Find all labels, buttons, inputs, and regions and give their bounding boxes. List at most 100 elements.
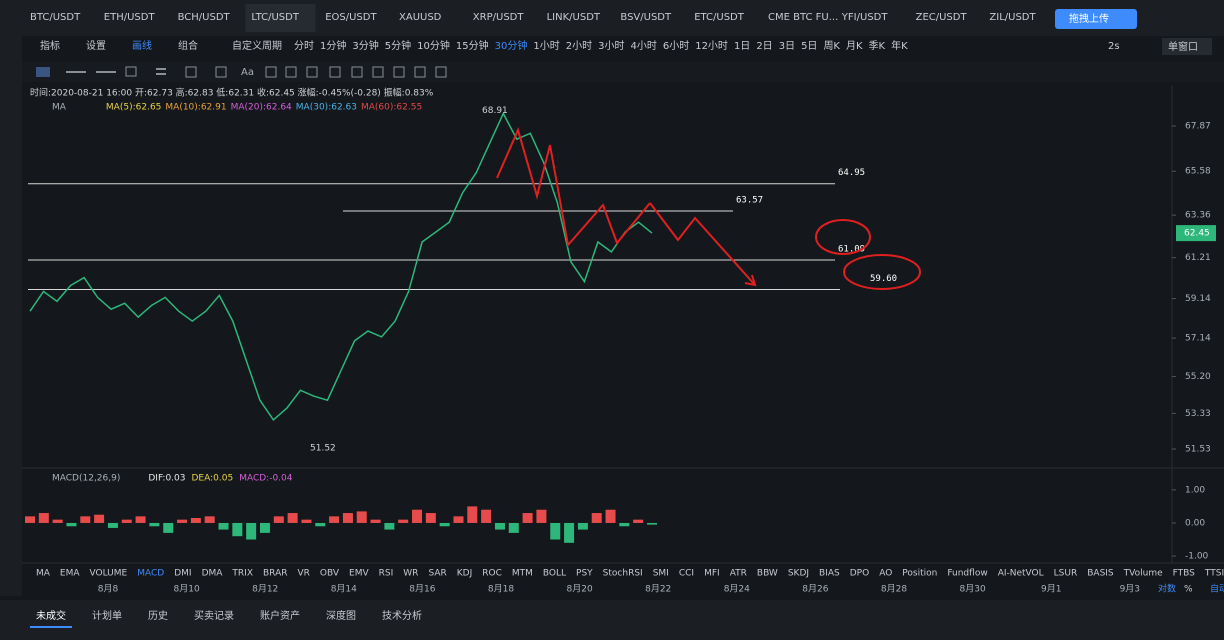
- ticker-tab[interactable]: ETC/USDT: [694, 12, 745, 23]
- macd-bar: [25, 516, 35, 523]
- indicator-button[interactable]: SMI: [653, 569, 669, 579]
- indicator-button[interactable]: BRAR: [263, 569, 287, 579]
- toolbar-button[interactable]: 组合: [178, 39, 198, 52]
- scale-option[interactable]: %: [1184, 585, 1193, 595]
- ticker-tab[interactable]: ETH/USDT: [104, 12, 156, 23]
- indicator-button[interactable]: KDJ: [457, 569, 473, 579]
- indicator-button[interactable]: AO: [879, 569, 892, 579]
- level-label: 63.57: [736, 195, 763, 205]
- indicator-button[interactable]: EMA: [60, 569, 80, 579]
- period-button[interactable]: 30分钟: [495, 39, 528, 52]
- macd-bar: [38, 513, 49, 523]
- indicator-button[interactable]: SKDJ: [788, 569, 809, 579]
- indicator-button[interactable]: LSUR: [1054, 569, 1078, 579]
- indicator-button[interactable]: BIAS: [819, 569, 840, 579]
- bottom-tab[interactable]: 深度图: [326, 609, 356, 622]
- indicator-button[interactable]: DPO: [850, 569, 869, 579]
- indicator-button[interactable]: VOLUME: [90, 569, 128, 579]
- period-button[interactable]: 2小时: [566, 40, 592, 52]
- period-button[interactable]: 周K: [823, 40, 840, 52]
- period-button[interactable]: 分时: [294, 40, 314, 52]
- bottom-tab[interactable]: 技术分析: [382, 609, 422, 622]
- text-tool[interactable]: Aa: [241, 67, 254, 78]
- indicator-button[interactable]: TVolume: [1123, 569, 1163, 579]
- ticker-tab[interactable]: BCH/USDT: [178, 12, 231, 23]
- period-button[interactable]: 2日: [756, 41, 772, 52]
- period-button[interactable]: 3日: [779, 41, 795, 52]
- indicator-button[interactable]: RSI: [379, 569, 394, 579]
- period-button[interactable]: 1小时: [533, 40, 559, 52]
- indicator-button[interactable]: EMV: [349, 569, 369, 579]
- period-button[interactable]: 季K: [869, 40, 886, 52]
- indicator-button[interactable]: TRIX: [231, 569, 253, 579]
- period-button[interactable]: 1分钟: [320, 39, 346, 52]
- price-line: [29, 111, 653, 422]
- period-button[interactable]: 4小时: [630, 40, 656, 52]
- bottom-tab[interactable]: 买卖记录: [194, 610, 234, 622]
- ticker-tab[interactable]: ZEC/USDT: [916, 12, 968, 23]
- indicator-button[interactable]: BASIS: [1087, 569, 1114, 579]
- indicator-button[interactable]: StochRSI: [603, 569, 643, 579]
- macd-tick-label: 0.00: [1185, 518, 1205, 528]
- ticker-tab[interactable]: XAUUSD: [399, 12, 442, 23]
- bottom-tab[interactable]: 历史: [148, 610, 168, 622]
- period-button[interactable]: 月K: [846, 40, 863, 52]
- ticker-tab[interactable]: LINK/USDT: [547, 12, 601, 23]
- indicator-button[interactable]: FTBS: [1173, 569, 1196, 579]
- ticker-tab[interactable]: XRP/USDT: [473, 12, 525, 23]
- indicator-button[interactable]: PSY: [576, 569, 593, 579]
- period-button[interactable]: 6小时: [663, 40, 689, 52]
- arrow-head: [744, 274, 757, 287]
- period-button[interactable]: 年K: [891, 39, 908, 52]
- ticker-tab[interactable]: BSV/USDT: [620, 12, 672, 23]
- period-button[interactable]: 3小时: [598, 40, 624, 52]
- indicator-button[interactable]: AI-NetVOL: [998, 569, 1044, 579]
- indicator-button[interactable]: MFI: [704, 569, 720, 579]
- period-button[interactable]: 3分钟: [352, 39, 378, 52]
- toolbar-button[interactable]: 画线: [132, 39, 152, 52]
- macd-bar: [647, 522, 657, 525]
- high-label: 68.91: [482, 106, 508, 116]
- toolbar-button[interactable]: 设置: [86, 40, 106, 52]
- indicator-button[interactable]: CCI: [679, 569, 694, 579]
- custom-period[interactable]: 自定义周期: [232, 39, 282, 52]
- indicator-button[interactable]: VR: [297, 569, 309, 579]
- ticker-tab[interactable]: ZIL/USDT: [989, 12, 1036, 23]
- indicator-button[interactable]: Position: [902, 569, 937, 579]
- period-button[interactable]: 12小时: [695, 40, 728, 52]
- toolbar-button[interactable]: 指标: [40, 39, 60, 52]
- ticker-tab[interactable]: EOS/USDT: [325, 12, 377, 23]
- window-select[interactable]: 单窗口: [1168, 40, 1198, 53]
- indicator-button[interactable]: BOLL: [543, 569, 566, 579]
- indicator-button[interactable]: MTM: [512, 569, 533, 579]
- indicator-button[interactable]: OBV: [320, 569, 340, 579]
- indicator-button[interactable]: BBW: [757, 569, 778, 579]
- ticker-tab[interactable]: LTC/USDT: [251, 12, 299, 23]
- period-button[interactable]: 15分钟: [456, 39, 489, 52]
- indicator-button[interactable]: DMI: [174, 569, 191, 579]
- ticker-tab[interactable]: CME BTC FU...: [768, 12, 838, 23]
- date-label: 8月20: [567, 584, 593, 595]
- indicator-button[interactable]: Fundflow: [947, 569, 987, 579]
- period-button[interactable]: 1日: [734, 41, 750, 52]
- upload-button[interactable]: 拖拽上传: [1069, 12, 1109, 25]
- period-button[interactable]: 10分钟: [417, 39, 450, 52]
- bottom-tab[interactable]: 计划单: [92, 609, 122, 622]
- scale-option[interactable]: 对数: [1158, 583, 1176, 595]
- indicator-button[interactable]: ROC: [482, 569, 502, 579]
- period-button[interactable]: 5分钟: [385, 39, 411, 52]
- period-button[interactable]: 5日: [801, 41, 817, 52]
- bottom-tab[interactable]: 未成交: [36, 609, 66, 622]
- ticker-tab[interactable]: BTC/USDT: [30, 12, 81, 23]
- indicator-button[interactable]: ATR: [730, 569, 747, 579]
- indicator-button[interactable]: WR: [403, 569, 418, 579]
- indicator-button[interactable]: MA: [36, 569, 51, 579]
- scale-option[interactable]: 自动: [1210, 583, 1224, 595]
- ticker-tab[interactable]: YFI/USDT: [841, 12, 889, 23]
- indicator-button[interactable]: DMA: [202, 569, 224, 579]
- indicator-button[interactable]: SAR: [428, 569, 446, 579]
- indicator-button[interactable]: TTSI: [1204, 569, 1224, 579]
- bottom-tab[interactable]: 账户资产: [260, 609, 300, 622]
- indicator-button[interactable]: MACD: [137, 569, 164, 579]
